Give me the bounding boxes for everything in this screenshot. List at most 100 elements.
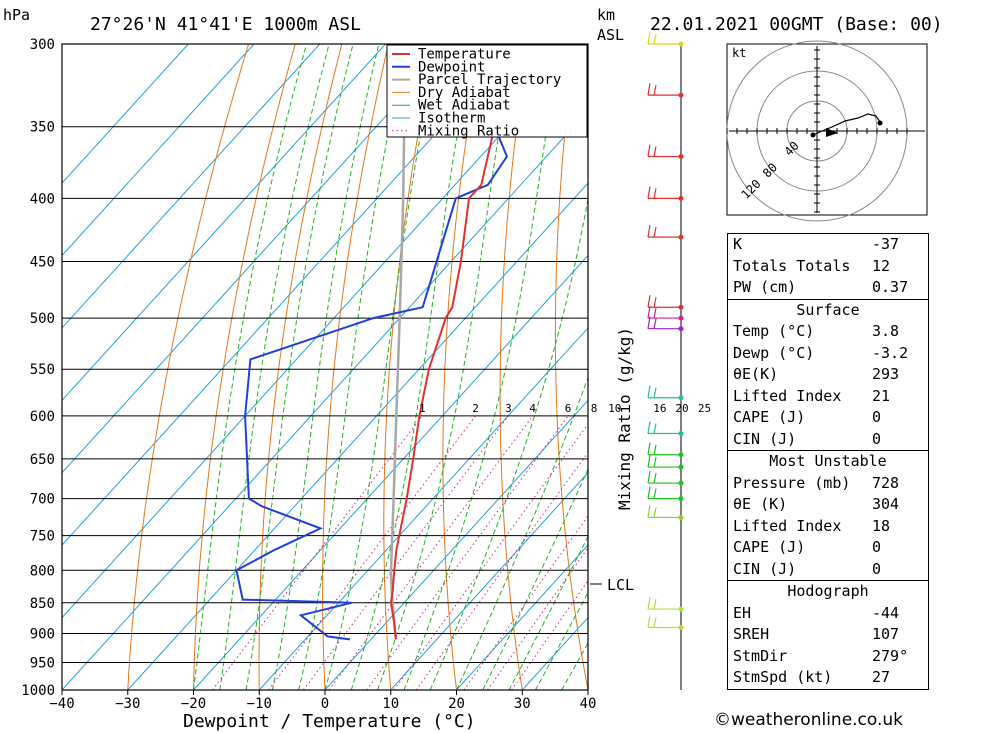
- wind-barb-feather: [647, 186, 651, 199]
- index-label: CIN (J): [733, 559, 797, 578]
- wet-adiabat-line: [245, 44, 354, 690]
- index-value: 18: [872, 516, 891, 535]
- index-value: 0: [872, 429, 882, 448]
- index-label: Pressure (mb): [733, 473, 851, 492]
- index-value: 293: [872, 365, 900, 383]
- wind-barb-feather: [647, 385, 651, 398]
- mixing-ratio-line: [366, 415, 569, 690]
- pressure-tick-label: 650: [30, 452, 55, 468]
- index-value: -3.2: [872, 343, 909, 362]
- pressure-tick-label: 850: [30, 596, 55, 612]
- wind-level-dot: [678, 464, 684, 470]
- index-row: StmDir 279°: [728, 646, 928, 668]
- index-label: Dewp (°C): [733, 343, 815, 362]
- wet-adiabat-line: [350, 44, 474, 690]
- index-row: Dewp (°C) -3.2: [728, 343, 928, 365]
- mixing-ratio-label: 10: [608, 402, 621, 415]
- isotherm-line: [62, 44, 518, 546]
- index-row: PW (cm) 0.37: [728, 277, 928, 299]
- index-value: 27: [872, 668, 891, 686]
- index-row: CIN (J) 0: [728, 559, 928, 581]
- wet-adiabat-line: [403, 44, 561, 690]
- index-value: 107: [872, 625, 900, 643]
- temp-tick-label: 20: [448, 696, 465, 712]
- index-label: PW (cm): [733, 278, 797, 296]
- index-value: 3.8: [872, 322, 900, 340]
- dry-adiabat-line: [994, 44, 1000, 690]
- pressure-tick-label: 800: [30, 563, 55, 579]
- wind-level-dot: [678, 395, 684, 401]
- mixing-ratio-line: [487, 546, 588, 690]
- mixing-ratio-line: [268, 415, 476, 690]
- index-label: θE (K): [733, 495, 788, 513]
- legend-entry: Isotherm: [418, 111, 485, 127]
- mixing-ratio-label: 6: [565, 402, 572, 415]
- temperature-line: [389, 44, 519, 640]
- mixing-ratio-axis-label: Mixing Ratio (g/kg): [615, 327, 634, 510]
- dry-adiabat-line: [661, 44, 720, 690]
- hodograph-trace: [812, 113, 881, 136]
- mixing-ratio-label: 3: [505, 402, 512, 415]
- index-value: 304: [872, 495, 900, 513]
- index-value: -37: [872, 235, 900, 253]
- isotherm-line: [62, 44, 584, 619]
- wind-profile: LCL: [590, 31, 684, 690]
- wind-level-dot: [678, 624, 684, 630]
- legend-entry: Temperature: [418, 47, 511, 63]
- wind-level-dot: [678, 195, 684, 201]
- km-label: km: [597, 6, 615, 24]
- storm-motion-icon: [826, 128, 838, 137]
- asl-label: ASL: [597, 26, 624, 44]
- wind-level-dot: [678, 452, 684, 458]
- index-label: Lifted Index: [733, 386, 842, 405]
- mixing-ratio-label: 1: [419, 402, 426, 415]
- index-label: Temp (°C): [733, 322, 815, 340]
- wind-barb-feather: [647, 316, 651, 329]
- wind-barb-feather: [647, 470, 651, 484]
- temp-tick-label: −10: [247, 696, 272, 712]
- wind-barb-feather: [647, 596, 651, 610]
- index-label: CAPE (J): [733, 538, 806, 556]
- legend-entry: Parcel Trajectory: [418, 72, 561, 88]
- dry-adiabat-line: [948, 44, 1000, 690]
- dry-adiabat-line: [127, 44, 250, 690]
- temp-tick-label: 40: [580, 696, 597, 712]
- temp-tick-label: −20: [181, 696, 206, 712]
- wind-barb-feather: [653, 456, 657, 468]
- isotherm-line: [62, 44, 321, 329]
- index-label: θE(K): [733, 365, 779, 383]
- mixing-ratio-label: 2: [472, 402, 479, 415]
- wet-adiabat-line: [534, 591, 588, 690]
- wind-barb-feather: [647, 442, 651, 455]
- index-value: 0: [872, 538, 882, 556]
- isotherm-line: [258, 327, 588, 690]
- pressure-tick-label: 400: [30, 191, 55, 207]
- index-row: Totals Totals 12: [728, 256, 928, 278]
- wind-level-dot: [678, 92, 684, 98]
- temp-tick-label: 0: [321, 696, 329, 712]
- wind-barb-feather: [647, 295, 651, 308]
- wet-adiabat-line: [219, 44, 330, 690]
- index-value: 279°: [872, 646, 909, 665]
- isotherm-line: [390, 472, 588, 690]
- wind-level-dot: [678, 326, 684, 332]
- indices-table: K -37 Totals Totals 12 PW (cm) 0.37 Surface T…: [727, 233, 929, 690]
- wind-barb-feather: [653, 318, 657, 329]
- x-axis-label: Dewpoint / Temperature (°C): [183, 711, 476, 732]
- parcel-trajectory-line: [389, 44, 407, 640]
- wind-level-dot: [678, 431, 684, 437]
- general-indices: K -37 Totals Totals 12 PW (cm) 0.37: [728, 234, 928, 299]
- isotherm-line: [62, 109, 588, 690]
- wet-adiabat-line: [429, 196, 588, 690]
- isotherm-line: [62, 44, 452, 474]
- pressure-tick-label: 450: [30, 255, 55, 271]
- isotherm-line: [62, 44, 255, 257]
- pressure-tick-label: 950: [30, 655, 55, 671]
- surface-title: Surface: [796, 300, 860, 319]
- wind-barb-feather: [647, 305, 651, 319]
- isotherm-line: [62, 44, 386, 402]
- wind-barb-feather: [653, 297, 657, 308]
- wind-barb-feather: [653, 387, 657, 398]
- temp-tick-label: −30: [115, 696, 140, 712]
